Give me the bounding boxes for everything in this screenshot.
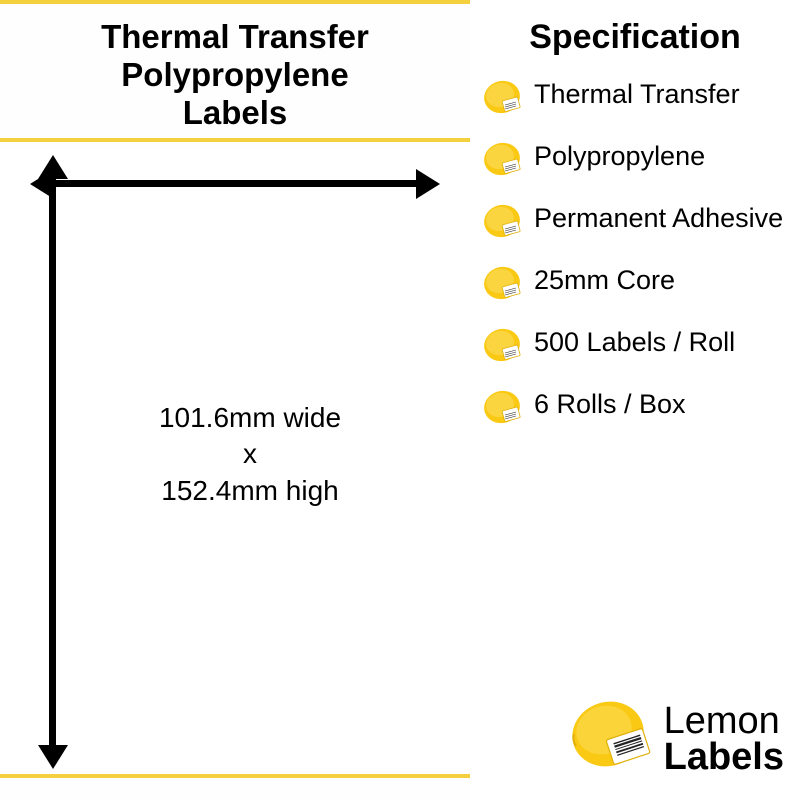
lemon-bullet-icon xyxy=(480,139,524,183)
logo-line2: Labels xyxy=(664,739,784,775)
lemon-bullet-icon xyxy=(480,201,524,245)
product-infographic: Thermal Transfer Polypropylene Labels 10… xyxy=(0,0,800,800)
arrow-down-icon xyxy=(38,745,68,769)
divider-bottom xyxy=(0,774,470,778)
spec-item-text: Thermal Transfer xyxy=(534,75,740,110)
spec-list: Thermal Transfer Polypropylene xyxy=(480,75,790,431)
label-diagram-panel: Thermal Transfer Polypropylene Labels 10… xyxy=(0,0,470,800)
title-line1: Thermal Transfer xyxy=(101,18,369,55)
spec-item: 6 Rolls / Box xyxy=(480,385,790,431)
spec-heading: Specification xyxy=(480,18,790,57)
h-arrow-line xyxy=(42,180,428,187)
spec-item: 25mm Core xyxy=(480,261,790,307)
specification-panel: Specification Thermal Transfer xyxy=(470,0,800,800)
lemon-bullet-icon xyxy=(480,387,524,431)
lemon-labels-logo-icon xyxy=(568,696,654,782)
width-value: 101.6mm wide xyxy=(159,402,341,433)
spec-item: Polypropylene xyxy=(480,137,790,183)
dimension-separator: x xyxy=(243,438,257,469)
logo-text: Lemon Labels xyxy=(664,703,784,775)
spec-item-text: 500 Labels / Roll xyxy=(534,323,735,358)
height-value: 152.4mm high xyxy=(161,475,338,506)
dimension-text: 101.6mm wide x 152.4mm high xyxy=(80,400,420,509)
title-line2: Polypropylene xyxy=(121,56,348,93)
label-title: Thermal Transfer Polypropylene Labels xyxy=(20,18,450,132)
spec-item-text: Polypropylene xyxy=(534,137,705,172)
logo-line1: Lemon xyxy=(664,703,784,739)
spec-item-text: 25mm Core xyxy=(534,261,675,296)
spec-item-text: 6 Rolls / Box xyxy=(534,385,686,420)
lemon-bullet-icon xyxy=(480,263,524,307)
lemon-bullet-icon xyxy=(480,77,524,121)
spec-item: 500 Labels / Roll xyxy=(480,323,790,369)
title-line3: Labels xyxy=(183,94,288,131)
horizontal-dimension-arrow xyxy=(30,172,440,192)
spec-item: Thermal Transfer xyxy=(480,75,790,121)
v-arrow-line xyxy=(49,167,56,757)
spec-item-text: Permanent Adhesive xyxy=(534,199,783,234)
lemon-bullet-icon xyxy=(480,325,524,369)
vertical-dimension-arrow xyxy=(42,155,62,769)
brand-logo: Lemon Labels xyxy=(568,696,784,782)
divider-mid xyxy=(0,138,470,142)
divider-top xyxy=(0,0,470,4)
arrow-right-icon xyxy=(416,169,440,199)
spec-item: Permanent Adhesive xyxy=(480,199,790,245)
label-title-box: Thermal Transfer Polypropylene Labels xyxy=(0,10,470,140)
